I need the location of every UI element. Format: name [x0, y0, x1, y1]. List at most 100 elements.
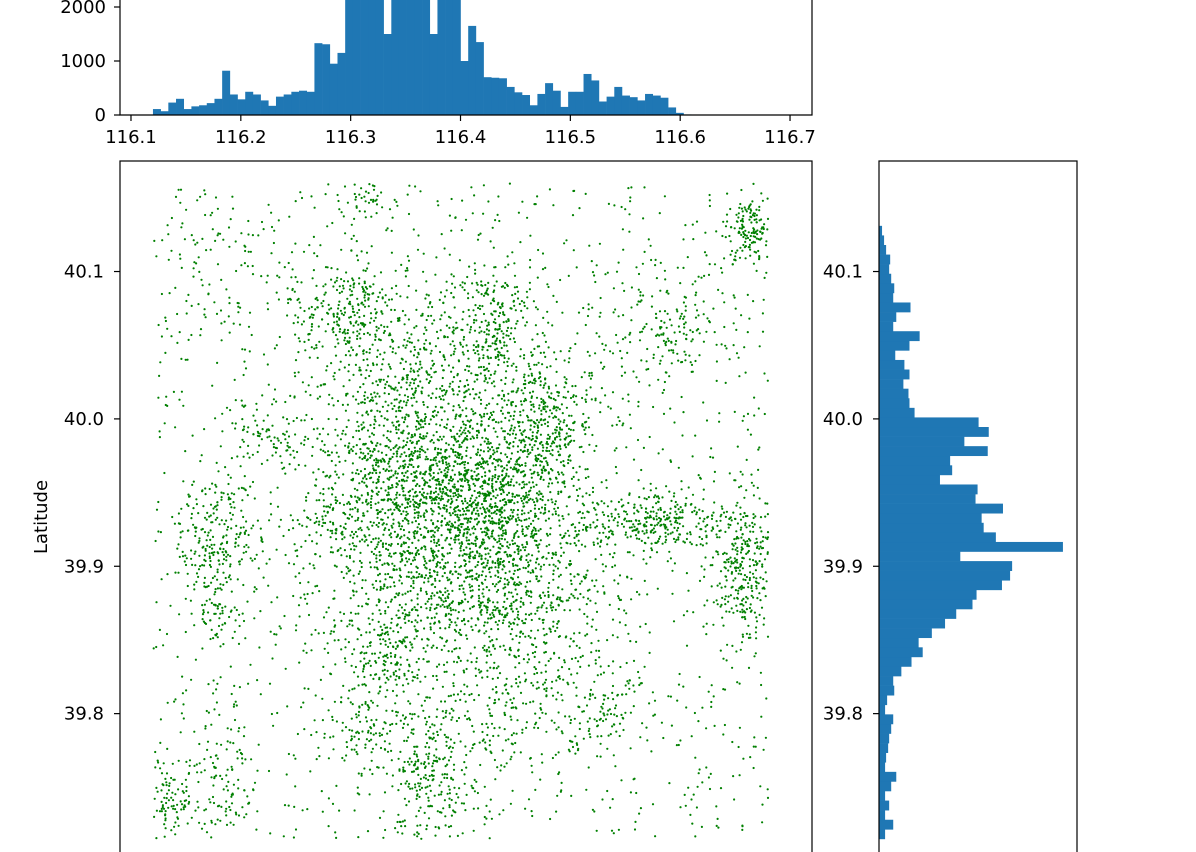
scatter-point — [526, 496, 529, 499]
scatter-point — [559, 278, 562, 282]
scatter-point — [305, 496, 308, 499]
scatter-point — [358, 277, 361, 280]
scatter-point — [498, 508, 501, 511]
scatter-point — [537, 493, 540, 496]
scatter-point — [405, 510, 408, 513]
scatter-point — [744, 514, 748, 518]
scatter-point — [437, 540, 440, 543]
scatter-point — [480, 581, 483, 584]
scatter-point — [501, 511, 504, 514]
scatter-point — [455, 413, 458, 416]
scatter-point — [518, 581, 521, 584]
scatter-point — [427, 757, 430, 760]
scatter-point — [390, 617, 393, 620]
scatter-point — [331, 488, 335, 491]
scatter-point — [505, 483, 508, 486]
scatter-point — [552, 553, 555, 556]
top-histogram-bar — [314, 43, 323, 115]
scatter-point — [497, 588, 500, 592]
scatter-point — [318, 395, 322, 398]
scatter-point — [741, 533, 744, 536]
scatter-point — [560, 403, 564, 406]
scatter-point — [742, 243, 745, 247]
scatter-point — [537, 507, 541, 511]
top-histogram-bars — [152, 0, 692, 115]
scatter-point — [457, 716, 461, 720]
scatter-point — [439, 452, 442, 455]
top-histogram-bar — [560, 106, 569, 115]
scatter-point — [370, 540, 373, 544]
scatter-point — [435, 542, 439, 545]
scatter-point — [747, 624, 750, 627]
scatter-point — [610, 515, 614, 518]
scatter-point — [509, 698, 512, 701]
scatter-point — [519, 691, 523, 695]
scatter-point — [191, 483, 194, 486]
scatter-point — [256, 679, 259, 682]
top-histogram-x-tick-label: 116.6 — [654, 127, 706, 148]
scatter-point — [662, 515, 666, 518]
scatter-point — [450, 447, 453, 450]
scatter-point — [510, 628, 514, 631]
scatter-point — [493, 605, 496, 608]
scatter-point — [389, 532, 392, 535]
scatter-point — [407, 546, 410, 549]
scatter-point — [458, 588, 461, 591]
scatter-point — [346, 502, 349, 505]
scatter-point — [495, 280, 498, 283]
scatter-point — [410, 472, 413, 476]
scatter-point — [397, 437, 400, 440]
scatter-point — [541, 499, 544, 502]
scatter-point — [413, 508, 416, 511]
scatter-point — [562, 396, 565, 399]
scatter-point — [412, 471, 416, 474]
scatter-point — [501, 520, 504, 523]
scatter-point — [596, 725, 599, 728]
scatter-point — [454, 536, 457, 539]
scatter-point — [366, 544, 369, 547]
scatter-point — [382, 331, 385, 334]
scatter-point — [542, 419, 545, 422]
top-histogram-x-tick-label: 116.2 — [215, 127, 267, 148]
scatter-point — [759, 599, 762, 602]
scatter-point — [190, 557, 193, 560]
scatter-point — [155, 508, 159, 511]
scatter-point — [551, 440, 555, 443]
scatter-point — [409, 712, 412, 715]
scatter-point — [435, 487, 438, 490]
scatter-point — [364, 291, 367, 294]
scatter-point — [380, 451, 383, 454]
scatter-point — [480, 670, 483, 673]
scatter-point — [312, 564, 315, 567]
scatter-point — [528, 613, 531, 617]
scatter-point — [398, 522, 401, 525]
scatter-point — [517, 675, 521, 678]
scatter-point — [594, 558, 597, 561]
scatter-point — [500, 492, 503, 496]
scatter-point — [425, 828, 428, 831]
scatter-point — [716, 536, 719, 539]
scatter-point — [256, 519, 259, 522]
scatter-point — [327, 487, 330, 490]
scatter-point — [482, 595, 485, 598]
scatter-point — [729, 556, 732, 559]
scatter-point — [387, 469, 390, 473]
top-histogram-bar — [675, 112, 684, 115]
scatter-point — [716, 524, 719, 527]
scatter-point — [478, 552, 481, 555]
scatter-point — [434, 490, 437, 493]
scatter-point — [447, 494, 450, 497]
scatter-point — [450, 522, 453, 525]
scatter-point — [554, 503, 557, 506]
scatter-point — [463, 761, 466, 764]
scatter-point — [458, 390, 461, 393]
scatter-point — [550, 397, 553, 400]
scatter-point — [720, 586, 723, 589]
scatter-point — [307, 492, 310, 495]
scatter-point — [594, 397, 597, 400]
scatter-point — [628, 526, 632, 529]
scatter-point — [308, 534, 311, 537]
scatter-point — [536, 333, 539, 336]
scatter-point — [533, 410, 536, 413]
scatter-point — [438, 784, 441, 787]
